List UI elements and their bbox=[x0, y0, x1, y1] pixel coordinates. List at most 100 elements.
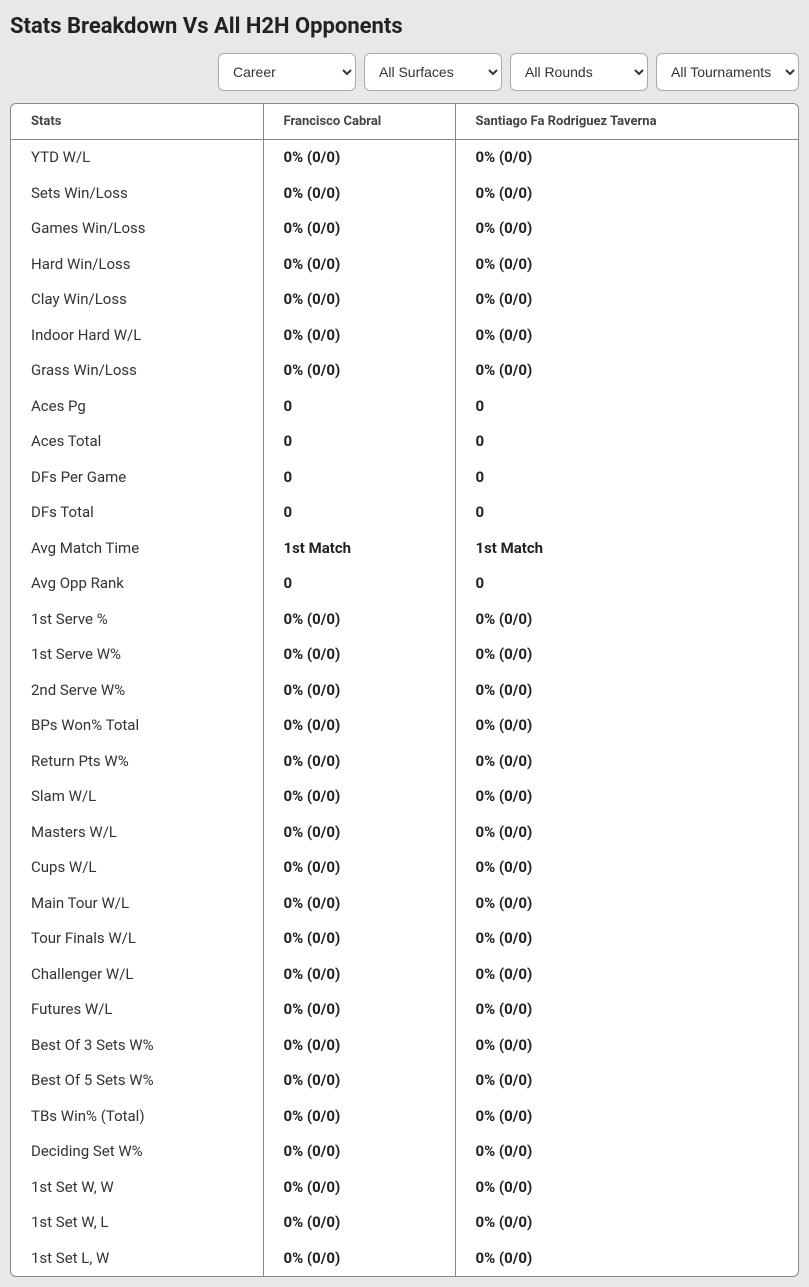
table-row: 2nd Serve W%0% (0/0)0% (0/0) bbox=[11, 673, 798, 709]
table-row: Sets Win/Loss0% (0/0)0% (0/0) bbox=[11, 176, 798, 212]
table-row: BPs Won% Total0% (0/0)0% (0/0) bbox=[11, 708, 798, 744]
player1-value: 0% (0/0) bbox=[263, 353, 455, 389]
player2-value: 0% (0/0) bbox=[455, 815, 798, 851]
player1-value: 0% (0/0) bbox=[263, 176, 455, 212]
player2-value: 0% (0/0) bbox=[455, 886, 798, 922]
table-row: Main Tour W/L0% (0/0)0% (0/0) bbox=[11, 886, 798, 922]
stat-label: Best Of 5 Sets W% bbox=[11, 1063, 263, 1099]
stat-label: Aces Pg bbox=[11, 389, 263, 425]
surface-select[interactable]: All Surfaces bbox=[364, 53, 502, 91]
player1-value: 0% (0/0) bbox=[263, 318, 455, 354]
table-row: Clay Win/Loss0% (0/0)0% (0/0) bbox=[11, 282, 798, 318]
table-row: Indoor Hard W/L0% (0/0)0% (0/0) bbox=[11, 318, 798, 354]
table-row: Best Of 5 Sets W%0% (0/0)0% (0/0) bbox=[11, 1063, 798, 1099]
stat-label: 1st Serve W% bbox=[11, 637, 263, 673]
stat-label: Avg Match Time bbox=[11, 531, 263, 567]
player2-value: 0% (0/0) bbox=[455, 1063, 798, 1099]
table-row: Best Of 3 Sets W%0% (0/0)0% (0/0) bbox=[11, 1028, 798, 1064]
table-row: Aces Total00 bbox=[11, 424, 798, 460]
player2-value: 0 bbox=[455, 566, 798, 602]
player1-value: 0% (0/0) bbox=[263, 637, 455, 673]
stat-label: YTD W/L bbox=[11, 140, 263, 176]
player2-value: 0% (0/0) bbox=[455, 1028, 798, 1064]
table-row: DFs Total00 bbox=[11, 495, 798, 531]
stat-label: 1st Serve % bbox=[11, 602, 263, 638]
table-row: 1st Set W, L0% (0/0)0% (0/0) bbox=[11, 1205, 798, 1241]
col-header-player2: Santiago Fa Rodriguez Taverna bbox=[455, 104, 798, 140]
player1-value: 1st Match bbox=[263, 531, 455, 567]
player2-value: 0% (0/0) bbox=[455, 353, 798, 389]
table-row: Avg Opp Rank00 bbox=[11, 566, 798, 602]
player1-value: 0% (0/0) bbox=[263, 1134, 455, 1170]
player2-value: 0% (0/0) bbox=[455, 318, 798, 354]
table-row: Games Win/Loss0% (0/0)0% (0/0) bbox=[11, 211, 798, 247]
stat-label: 1st Set W, L bbox=[11, 1205, 263, 1241]
stat-label: Best Of 3 Sets W% bbox=[11, 1028, 263, 1064]
table-row: 1st Serve %0% (0/0)0% (0/0) bbox=[11, 602, 798, 638]
table-row: TBs Win% (Total)0% (0/0)0% (0/0) bbox=[11, 1099, 798, 1135]
stat-label: Aces Total bbox=[11, 424, 263, 460]
player1-value: 0% (0/0) bbox=[263, 779, 455, 815]
player1-value: 0% (0/0) bbox=[263, 957, 455, 993]
table-row: Cups W/L0% (0/0)0% (0/0) bbox=[11, 850, 798, 886]
player1-value: 0 bbox=[263, 389, 455, 425]
stat-label: TBs Win% (Total) bbox=[11, 1099, 263, 1135]
stat-label: Indoor Hard W/L bbox=[11, 318, 263, 354]
player1-value: 0% (0/0) bbox=[263, 1099, 455, 1135]
stats-table-container: Stats Francisco Cabral Santiago Fa Rodri… bbox=[10, 103, 799, 1277]
player2-value: 0% (0/0) bbox=[455, 602, 798, 638]
stat-label: Cups W/L bbox=[11, 850, 263, 886]
player2-value: 0% (0/0) bbox=[455, 673, 798, 709]
player2-value: 0% (0/0) bbox=[455, 1099, 798, 1135]
table-row: 1st Set W, W0% (0/0)0% (0/0) bbox=[11, 1170, 798, 1206]
stat-label: 1st Set W, W bbox=[11, 1170, 263, 1206]
stat-label: Main Tour W/L bbox=[11, 886, 263, 922]
filters-bar: Career All Surfaces All Rounds All Tourn… bbox=[10, 53, 799, 91]
table-row: Return Pts W%0% (0/0)0% (0/0) bbox=[11, 744, 798, 780]
stat-label: Deciding Set W% bbox=[11, 1134, 263, 1170]
player1-value: 0% (0/0) bbox=[263, 921, 455, 957]
player2-value: 0% (0/0) bbox=[455, 708, 798, 744]
table-row: DFs Per Game00 bbox=[11, 460, 798, 496]
table-row: 1st Set L, W0% (0/0)0% (0/0) bbox=[11, 1241, 798, 1277]
round-select[interactable]: All Rounds bbox=[510, 53, 648, 91]
player1-value: 0% (0/0) bbox=[263, 886, 455, 922]
table-row: Futures W/L0% (0/0)0% (0/0) bbox=[11, 992, 798, 1028]
player2-value: 0% (0/0) bbox=[455, 637, 798, 673]
table-row: Challenger W/L0% (0/0)0% (0/0) bbox=[11, 957, 798, 993]
player1-value: 0% (0/0) bbox=[263, 211, 455, 247]
table-row: 1st Serve W%0% (0/0)0% (0/0) bbox=[11, 637, 798, 673]
player2-value: 0% (0/0) bbox=[455, 282, 798, 318]
stat-label: Games Win/Loss bbox=[11, 211, 263, 247]
player1-value: 0% (0/0) bbox=[263, 744, 455, 780]
stat-label: Futures W/L bbox=[11, 992, 263, 1028]
table-row: Aces Pg00 bbox=[11, 389, 798, 425]
player2-value: 1st Match bbox=[455, 531, 798, 567]
player1-value: 0% (0/0) bbox=[263, 1170, 455, 1206]
table-row: YTD W/L0% (0/0)0% (0/0) bbox=[11, 140, 798, 176]
player1-value: 0% (0/0) bbox=[263, 1205, 455, 1241]
player1-value: 0% (0/0) bbox=[263, 140, 455, 176]
player2-value: 0 bbox=[455, 495, 798, 531]
player1-value: 0% (0/0) bbox=[263, 282, 455, 318]
stat-label: Tour Finals W/L bbox=[11, 921, 263, 957]
stat-label: Hard Win/Loss bbox=[11, 247, 263, 283]
stat-label: Sets Win/Loss bbox=[11, 176, 263, 212]
col-header-player1: Francisco Cabral bbox=[263, 104, 455, 140]
player2-value: 0% (0/0) bbox=[455, 1170, 798, 1206]
tournament-select[interactable]: All Tournaments bbox=[656, 53, 799, 91]
col-header-stats: Stats bbox=[11, 104, 263, 140]
table-row: Masters W/L0% (0/0)0% (0/0) bbox=[11, 815, 798, 851]
player2-value: 0% (0/0) bbox=[455, 176, 798, 212]
player1-value: 0% (0/0) bbox=[263, 815, 455, 851]
timeframe-select[interactable]: Career bbox=[218, 53, 356, 91]
player2-value: 0 bbox=[455, 460, 798, 496]
player2-value: 0% (0/0) bbox=[455, 247, 798, 283]
player1-value: 0% (0/0) bbox=[263, 1241, 455, 1277]
player2-value: 0% (0/0) bbox=[455, 140, 798, 176]
player1-value: 0 bbox=[263, 566, 455, 602]
player1-value: 0% (0/0) bbox=[263, 708, 455, 744]
stat-label: 2nd Serve W% bbox=[11, 673, 263, 709]
player2-value: 0% (0/0) bbox=[455, 992, 798, 1028]
table-row: Grass Win/Loss0% (0/0)0% (0/0) bbox=[11, 353, 798, 389]
